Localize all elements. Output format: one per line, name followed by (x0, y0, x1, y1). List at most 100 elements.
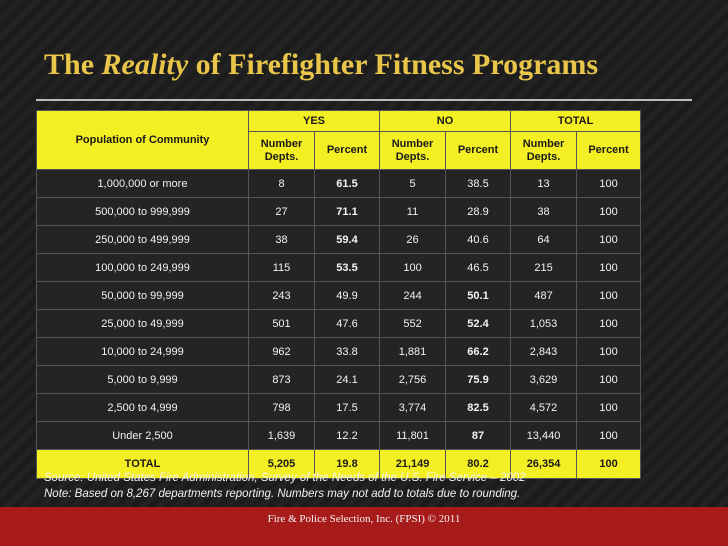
total-number-cell: 13 (510, 169, 578, 198)
yes-number-cell: 962 (248, 337, 315, 366)
no-percent-header: Percent (445, 131, 512, 170)
yes-percent-cell: 71.1 (313, 197, 381, 226)
no-percent-cell: 40.6 (445, 225, 512, 254)
population-cell: 50,000 to 99,999 (36, 281, 249, 310)
table-row: 50,000 to 99,999 243 49.9 244 50.1 487 100 (36, 281, 642, 310)
no-number-header: Number Depts. (379, 131, 447, 170)
yes-percent-header: Percent (313, 131, 381, 170)
no-percent-cell: 46.5 (445, 253, 512, 282)
total-percent-cell: 100 (576, 225, 642, 254)
population-cell: Under 2,500 (36, 421, 249, 450)
total-number-cell: 3,629 (510, 365, 578, 394)
population-cell: 5,000 to 9,999 (36, 365, 249, 394)
population-cell: 250,000 to 499,999 (36, 225, 249, 254)
total-number-cell: 38 (510, 197, 578, 226)
total-percent-cell: 100 (576, 421, 642, 450)
table-row: 10,000 to 24,999 962 33.8 1,881 66.2 2,843 100 (36, 337, 642, 366)
total-total-number-cell: 26,354 (510, 449, 578, 479)
table-row: 100,000 to 249,999 115 53.5 100 46.5 215 100 (36, 253, 642, 282)
total-percent-header: Percent (576, 131, 642, 170)
no-percent-cell: 82.5 (445, 393, 512, 422)
yes-percent-cell: 33.8 (313, 337, 381, 366)
total-row: TOTAL 5,205 19.8 21,149 80.2 26,354 100 (36, 449, 642, 479)
yes-percent-cell: 12.2 (313, 421, 381, 450)
no-percent-cell: 75.9 (445, 365, 512, 394)
total-percent-cell: 100 (576, 393, 642, 422)
no-percent-cell: 28.9 (445, 197, 512, 226)
yes-number-cell: 243 (248, 281, 315, 310)
total-percent-cell: 100 (576, 281, 642, 310)
total-percent-cell: 100 (576, 337, 642, 366)
yes-number-cell: 873 (248, 365, 315, 394)
yes-number-cell: 38 (248, 225, 315, 254)
table-row: Under 2,500 1,639 12.2 11,801 87 13,440 100 (36, 421, 642, 450)
no-number-cell: 100 (379, 253, 447, 282)
total-no-percent-cell: 80.2 (445, 449, 512, 479)
header-row-groups: Population of Community YES NO TOTAL (36, 110, 642, 170)
total-percent-cell: 100 (576, 197, 642, 226)
population-cell: 10,000 to 24,999 (36, 337, 249, 366)
total-number-cell: 4,572 (510, 393, 578, 422)
table-row: 5,000 to 9,999 873 24.1 2,756 75.9 3,629 100 (36, 365, 642, 394)
no-number-cell: 244 (379, 281, 447, 310)
yes-percent-cell: 17.5 (313, 393, 381, 422)
total-total-percent-cell: 100 (576, 449, 642, 479)
title-emphasis: Reality (101, 48, 189, 81)
no-number-cell: 5 (379, 169, 447, 198)
no-percent-cell: 50.1 (445, 281, 512, 310)
table-row: 2,500 to 4,999 798 17.5 3,774 82.5 4,572 100 (36, 393, 642, 422)
no-percent-cell: 87 (445, 421, 512, 450)
total-group-header: TOTAL (510, 110, 642, 132)
footer-copyright: Fire & Police Selection, Inc. (FPSI) © 2… (267, 513, 461, 525)
population-header: Population of Community (36, 110, 249, 170)
no-percent-cell: 52.4 (445, 309, 512, 338)
no-number-cell: 11,801 (379, 421, 447, 450)
fitness-programs-table: Population of Community YES NO TOTAL Num… (36, 110, 642, 479)
population-cell: 1,000,000 or more (36, 169, 249, 198)
no-percent-cell: 66.2 (445, 337, 512, 366)
population-cell: 2,500 to 4,999 (36, 393, 249, 422)
no-number-cell: 3,774 (379, 393, 447, 422)
rounding-note: Note: Based on 8,267 departments reporti… (44, 488, 521, 500)
no-number-cell: 2,756 (379, 365, 447, 394)
total-percent-cell: 100 (576, 169, 642, 198)
yes-percent-cell: 47.6 (313, 309, 381, 338)
table-row: 250,000 to 499,999 38 59.4 26 40.6 64 100 (36, 225, 642, 254)
table-row: 1,000,000 or more 8 61.5 5 38.5 13 100 (36, 169, 642, 198)
yes-percent-cell: 59.4 (313, 225, 381, 254)
no-number-cell: 552 (379, 309, 447, 338)
population-cell: 100,000 to 249,999 (36, 253, 249, 282)
yes-number-cell: 798 (248, 393, 315, 422)
bottom-bar (0, 507, 728, 546)
yes-number-cell: 501 (248, 309, 315, 338)
total-no-number-cell: 21,149 (379, 449, 447, 479)
yes-percent-cell: 61.5 (313, 169, 381, 198)
no-number-cell: 11 (379, 197, 447, 226)
slide-title: The Reality of Firefighter Fitness Progr… (44, 48, 598, 82)
no-group-header: NO (379, 110, 512, 132)
no-number-cell: 1,881 (379, 337, 447, 366)
total-number-cell: 215 (510, 253, 578, 282)
population-cell: 25,000 to 49,999 (36, 309, 249, 338)
total-number-header: Number Depts. (510, 131, 578, 170)
no-percent-cell: 38.5 (445, 169, 512, 198)
total-number-cell: 1,053 (510, 309, 578, 338)
table-row: 25,000 to 49,999 501 47.6 552 52.4 1,053 100 (36, 309, 642, 338)
yes-group-header: YES (247, 110, 381, 132)
total-yes-percent-cell: 19.8 (313, 449, 381, 479)
title-prefix: The (44, 48, 95, 81)
total-percent-cell: 100 (576, 253, 642, 282)
total-population-cell: TOTAL (36, 449, 249, 479)
yes-number-header: Number Depts. (248, 131, 315, 170)
total-number-cell: 13,440 (510, 421, 578, 450)
title-suffix: of Firefighter Fitness Programs (195, 48, 599, 81)
title-divider (36, 99, 692, 101)
total-number-cell: 2,843 (510, 337, 578, 366)
total-number-cell: 487 (510, 281, 578, 310)
source-note: Source: United States Fire Administratio… (44, 472, 526, 484)
total-percent-cell: 100 (576, 365, 642, 394)
no-number-cell: 26 (379, 225, 447, 254)
population-cell: 500,000 to 999,999 (36, 197, 249, 226)
yes-number-cell: 1,639 (248, 421, 315, 450)
yes-number-cell: 115 (248, 253, 315, 282)
